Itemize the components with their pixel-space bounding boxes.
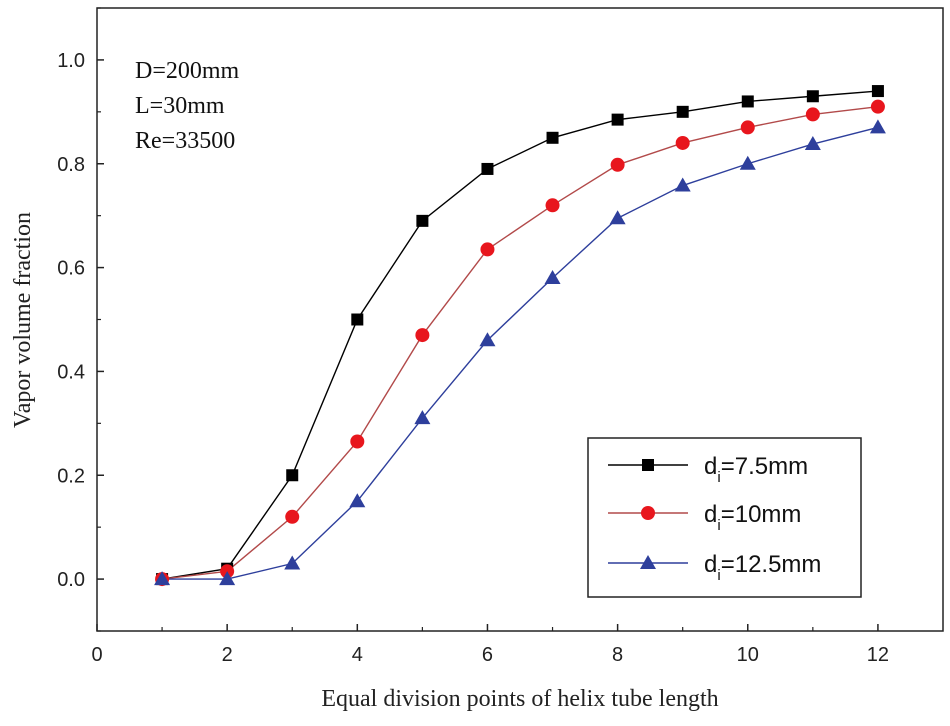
x-axis: 0 2 4 6 8 10 12 (91, 624, 889, 666)
legend-label-3: di=12.5mm (704, 551, 821, 584)
data-point-series-2 (675, 135, 690, 150)
data-point-series-2 (545, 198, 560, 213)
series-lines (161, 90, 879, 580)
y-tick-label: 0.6 (57, 258, 85, 280)
data-point-series-3 (609, 210, 626, 225)
y-tick-label: 0.4 (57, 361, 85, 383)
data-point-series-2 (740, 120, 755, 135)
data-point-series-1 (806, 90, 819, 103)
y-axis: 0.0 0.2 0.4 0.6 0.8 1.0 (57, 7, 104, 632)
series-line-2 (161, 105, 879, 580)
legend-label-2: di=10mm (704, 501, 801, 534)
x-tick-label: 0 (91, 644, 102, 666)
data-point-series-3 (414, 410, 431, 425)
data-point-series-1 (871, 85, 884, 98)
data-point-series-3 (219, 571, 236, 586)
series-line-1 (161, 90, 878, 580)
legend-marker-1 (642, 459, 654, 471)
legend-marker-3 (640, 555, 656, 569)
data-point-series-1 (351, 313, 364, 326)
data-point-series-1 (481, 162, 494, 175)
y-tick-label: 0.8 (57, 154, 85, 176)
data-point-series-3 (544, 269, 561, 284)
data-point-series-3 (739, 155, 756, 170)
y-tick-label: 1.0 (57, 50, 85, 72)
annotation-reynolds: Re=33500 (135, 128, 235, 154)
data-point-series-1 (416, 214, 429, 227)
legend-label-1: di=7.5mm (704, 453, 808, 486)
data-point-series-2 (610, 157, 625, 172)
legend: di=7.5mm di=10mm di=12.5mm (587, 437, 862, 598)
legend-entries: di=7.5mm di=10mm di=12.5mm (608, 453, 821, 584)
x-tick-label: 6 (482, 644, 493, 666)
data-point-series-1 (676, 105, 689, 118)
x-axis-title: Equal division points of helix tube leng… (321, 686, 718, 712)
y-tick-label: 0.2 (57, 465, 85, 487)
data-point-series-2 (805, 107, 820, 122)
annotation-length: L=30mm (135, 93, 225, 119)
data-point-series-3 (284, 555, 301, 570)
data-point-series-3 (804, 136, 821, 151)
y-tick-label: 0.0 (57, 569, 85, 591)
data-point-series-3 (869, 119, 886, 134)
data-point-series-1 (741, 95, 754, 108)
data-point-series-1 (286, 469, 299, 482)
x-tick-label: 10 (737, 644, 759, 666)
y-axis-title: Vapor volume fraction (10, 212, 36, 428)
x-tick-label: 8 (612, 644, 623, 666)
data-point-series-3 (349, 493, 366, 508)
series-markers (154, 85, 886, 587)
x-tick-label: 4 (352, 644, 363, 666)
data-point-series-2 (415, 328, 430, 343)
x-tick-label: 2 (222, 644, 233, 666)
data-point-series-3 (479, 332, 496, 347)
data-point-series-2 (350, 434, 365, 449)
data-point-series-2 (480, 242, 495, 257)
data-point-series-3 (154, 571, 171, 586)
legend-marker-2 (641, 506, 655, 520)
x-tick-label: 12 (867, 644, 889, 666)
series-line-3 (162, 126, 879, 580)
data-point-series-1 (546, 131, 559, 144)
data-point-series-3 (674, 177, 691, 192)
data-point-series-1 (611, 113, 624, 126)
data-point-series-2 (285, 509, 300, 524)
data-point-series-2 (870, 99, 885, 114)
annotation-diameter: D=200mm (135, 58, 240, 84)
